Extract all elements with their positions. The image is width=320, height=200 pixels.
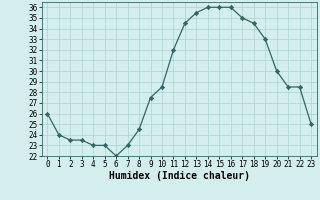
X-axis label: Humidex (Indice chaleur): Humidex (Indice chaleur) xyxy=(109,171,250,181)
